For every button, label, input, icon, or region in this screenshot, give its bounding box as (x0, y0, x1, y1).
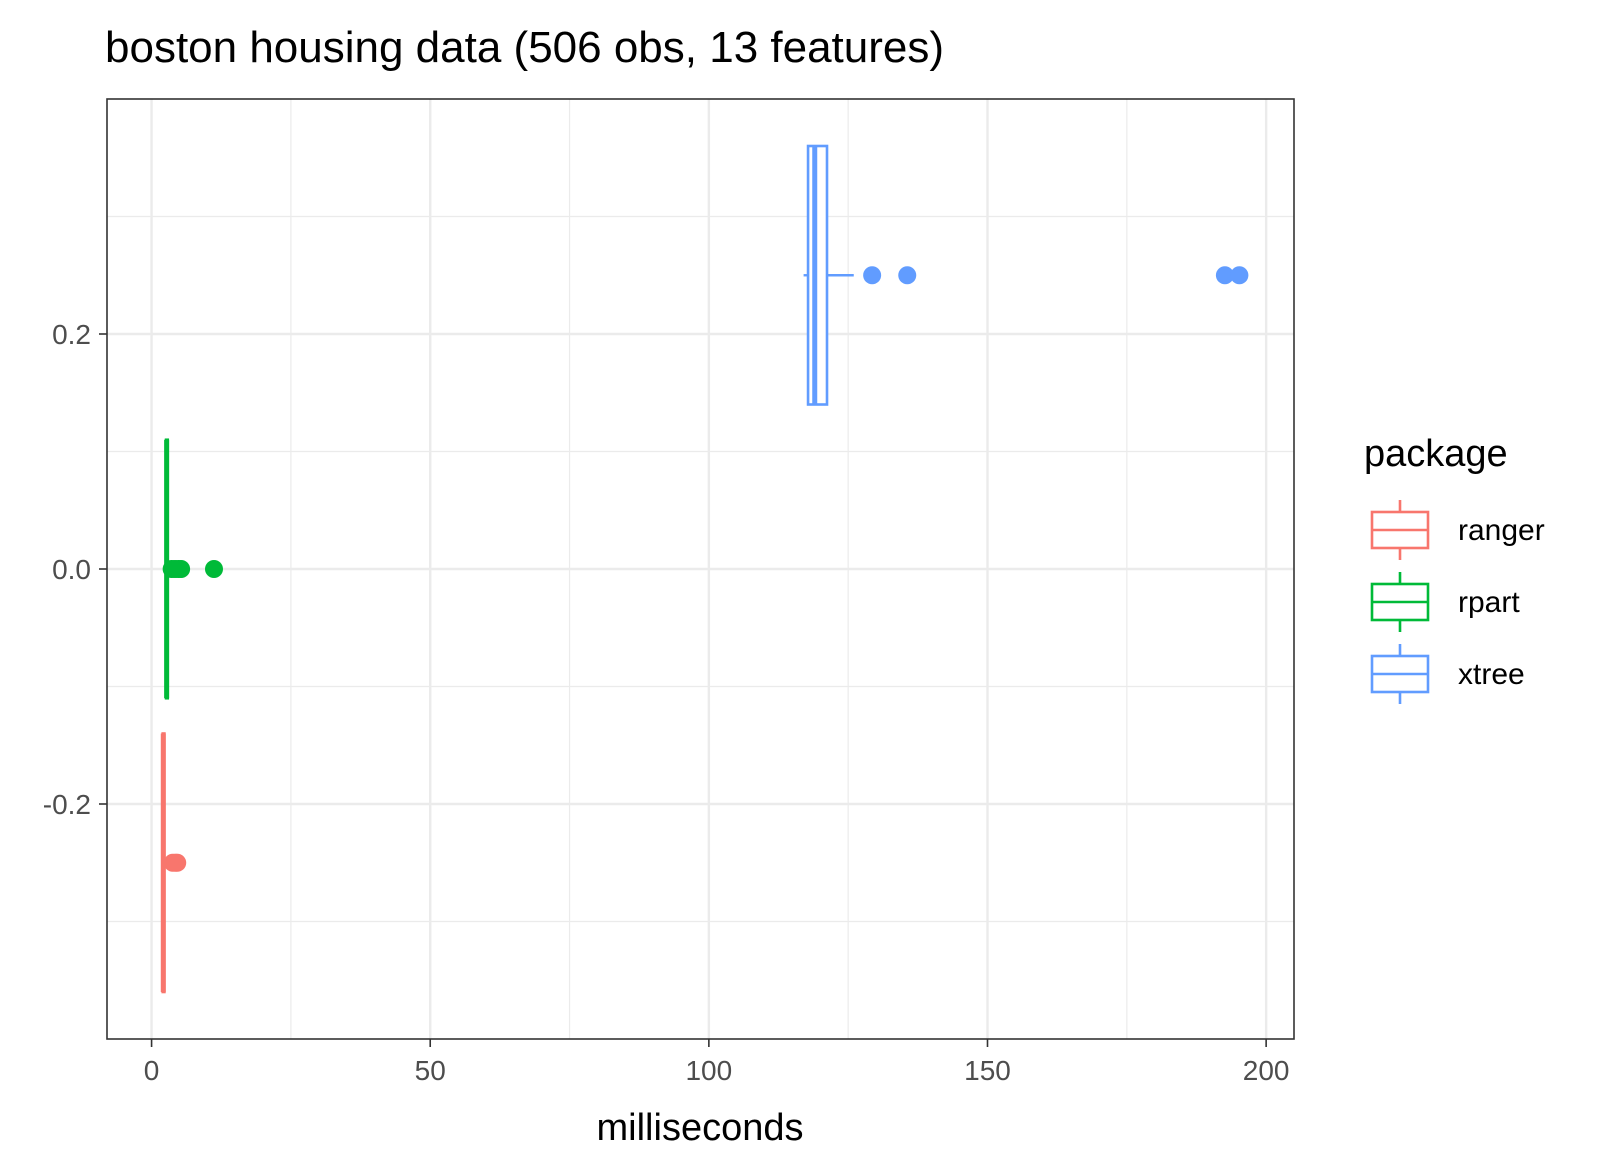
x-tick-label: 200 (1243, 1055, 1290, 1086)
grid-layer (107, 99, 1294, 1039)
y-tick-label: -0.2 (43, 789, 91, 820)
xtree-outlier-point (863, 266, 882, 285)
x-axis-title: milliseconds (597, 1107, 804, 1149)
xtree-outlier-point (1230, 266, 1249, 285)
legend-label-ranger: ranger (1458, 514, 1545, 547)
x-tick-label: 0 (144, 1055, 160, 1086)
legend-title: package (1364, 433, 1508, 475)
x-tick-label: 100 (685, 1055, 732, 1086)
ranger-outlier-point (168, 853, 187, 872)
legend-item-rpart: rpart (1370, 572, 1520, 632)
boxplot-xtree (803, 144, 1249, 406)
legend-key-rpart (1370, 572, 1430, 632)
legend-item-xtree: xtree (1370, 644, 1525, 704)
xtree-outlier-point (1215, 266, 1234, 285)
x-tick-label: 50 (415, 1055, 446, 1086)
xtree-outlier-point (898, 266, 917, 285)
legend-item-ranger: ranger (1370, 500, 1545, 560)
legend-label-rpart: rpart (1458, 586, 1520, 619)
legend: package ranger rpart xtree (1364, 433, 1545, 704)
rpart-outlier-point (172, 560, 191, 578)
chart-title: boston housing data (506 obs, 13 feature… (105, 23, 944, 72)
xtree-box (806, 144, 829, 406)
legend-key-ranger (1370, 500, 1430, 560)
marks-layer (160, 144, 1249, 994)
boxplot-rpart (162, 438, 223, 700)
y-tick-label: 0.2 (52, 319, 91, 350)
boxplot-ranger (160, 732, 187, 994)
legend-label-xtree: xtree (1458, 658, 1525, 691)
axes-layer: 0 50 100 150 200 -0.2 0.0 0.2 (43, 319, 1290, 1086)
rpart-outlier-point (204, 560, 223, 578)
y-tick-label: 0.0 (52, 554, 91, 585)
legend-key-xtree (1370, 644, 1430, 704)
x-tick-label: 150 (964, 1055, 1011, 1086)
